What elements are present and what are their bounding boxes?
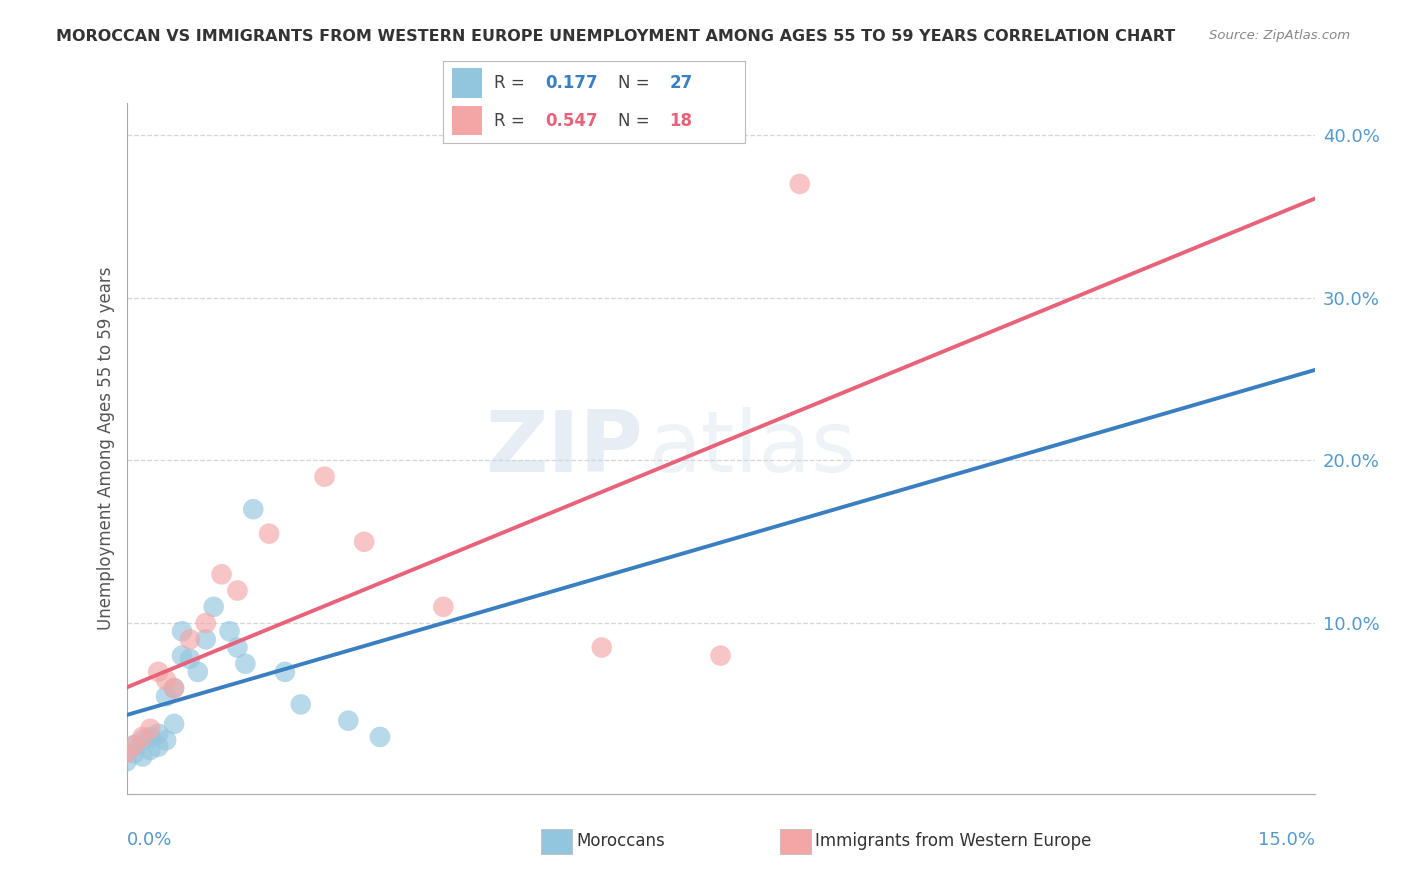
Text: Immigrants from Western Europe: Immigrants from Western Europe [815,832,1092,850]
Text: 0.0%: 0.0% [127,831,172,849]
Point [179,652,201,666]
Point [155,673,177,687]
Point [290,698,312,712]
Point [170,648,193,663]
Point [194,616,217,631]
Text: Source: ZipAtlas.com: Source: ZipAtlas.com [1209,29,1350,42]
Point [202,599,225,614]
Point [131,730,153,744]
Bar [451,106,482,136]
Point [124,738,146,752]
Point [789,177,811,191]
Point [591,640,613,655]
Point [187,665,209,679]
Point [709,648,731,663]
Point [131,733,153,747]
Point [314,469,336,483]
Text: 27: 27 [669,74,693,92]
Text: 18: 18 [669,112,693,129]
Point [139,730,162,744]
Point [155,690,177,704]
Point [432,599,454,614]
Point [131,749,153,764]
Text: N =: N = [619,74,655,92]
Text: 0.177: 0.177 [546,74,599,92]
Point [170,624,193,639]
Text: R =: R = [495,74,530,92]
Point [163,681,186,695]
Point [148,739,170,754]
Point [233,657,256,671]
Text: 15.0%: 15.0% [1257,831,1315,849]
Point [139,743,162,757]
Point [163,717,186,731]
Point [163,681,186,695]
Point [226,640,249,655]
Point [337,714,360,728]
Point [211,567,233,582]
Point [353,534,375,549]
Text: ZIP: ZIP [485,407,644,490]
Text: N =: N = [619,112,655,129]
Point [179,632,201,647]
Bar [451,68,482,97]
Text: MOROCCAN VS IMMIGRANTS FROM WESTERN EUROPE UNEMPLOYMENT AMONG AGES 55 TO 59 YEAR: MOROCCAN VS IMMIGRANTS FROM WESTERN EURO… [56,29,1175,44]
Text: Moroccans: Moroccans [576,832,665,850]
Point [226,583,249,598]
Point [124,746,146,760]
Text: 0.547: 0.547 [546,112,599,129]
Point [242,502,264,516]
Point [155,733,177,747]
Point [115,755,138,769]
Point [257,526,280,541]
Text: R =: R = [495,112,530,129]
Point [148,727,170,741]
Point [124,738,146,752]
Text: atlas: atlas [650,407,858,490]
Point [274,665,297,679]
Point [115,746,138,760]
Point [194,632,217,647]
Point [368,730,391,744]
Y-axis label: Unemployment Among Ages 55 to 59 years: Unemployment Among Ages 55 to 59 years [97,267,115,630]
Point [218,624,240,639]
Point [148,665,170,679]
Point [139,722,162,736]
